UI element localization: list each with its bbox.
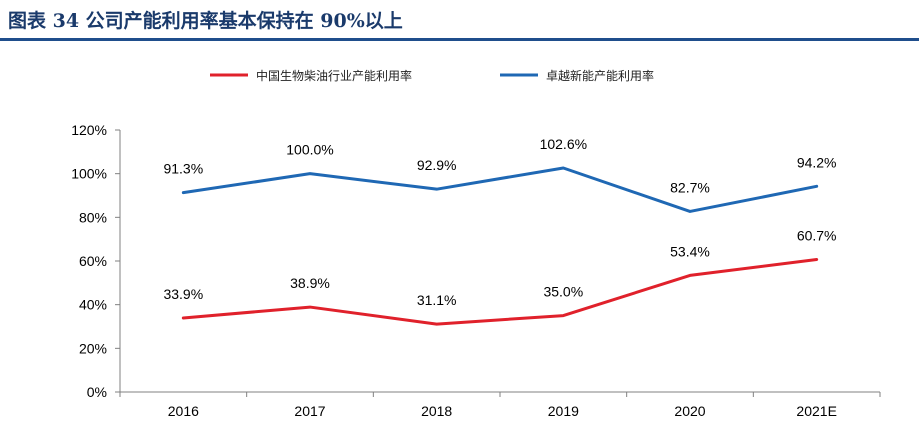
legend-label: 卓越新能产能利用率 [546, 68, 654, 83]
data-label: 53.4% [670, 243, 710, 259]
data-label: 92.9% [417, 157, 457, 173]
chart-legend: 中国生物柴油行业产能利用率 卓越新能产能利用率 [210, 68, 654, 83]
series-line-company [181, 166, 819, 213]
x-tick-label: 2020 [674, 403, 705, 419]
data-label: 38.9% [290, 275, 330, 291]
y-tick-label: 80% [79, 209, 107, 225]
figure-title: 图表 34 公司产能利用率基本保持在 90%以上 [8, 10, 403, 32]
chart-data-labels: 33.9% 38.9% 31.1% 35.0% 53.4% 60.7% 91.3% 100.0… [163, 136, 836, 308]
data-label: 35.0% [543, 284, 583, 300]
x-tick-label: 2021E [796, 403, 836, 419]
title-underline [0, 38, 919, 41]
data-label: 102.6% [540, 136, 587, 152]
series-line-industry [181, 257, 819, 326]
data-label: 31.1% [417, 292, 457, 308]
chart-series [181, 166, 819, 326]
data-label: 100.0% [286, 142, 333, 158]
legend-label: 中国生物柴油行业产能利用率 [256, 68, 412, 83]
figure-header: 图表 34 公司产能利用率基本保持在 90%以上 [0, 0, 919, 41]
chart-axes: 0% 20% 40% 60% 80% 100% 120% 2016 2017 2018 2019 20… [71, 122, 881, 419]
y-tick-label: 60% [79, 253, 107, 269]
data-label: 33.9% [163, 286, 203, 302]
y-tick-label: 20% [79, 340, 107, 356]
y-tick-label: 100% [71, 166, 107, 182]
x-tick-label: 2019 [548, 403, 579, 419]
x-tick-label: 2017 [294, 403, 325, 419]
x-tick-label: 2016 [168, 403, 199, 419]
y-tick-label: 0% [87, 384, 107, 400]
data-label: 94.2% [797, 154, 837, 170]
data-label: 91.3% [163, 161, 203, 177]
data-label: 60.7% [797, 227, 837, 243]
y-tick-label: 120% [71, 122, 107, 138]
y-tick-label: 40% [79, 297, 107, 313]
data-label: 82.7% [670, 179, 710, 195]
x-tick-label: 2018 [421, 403, 452, 419]
